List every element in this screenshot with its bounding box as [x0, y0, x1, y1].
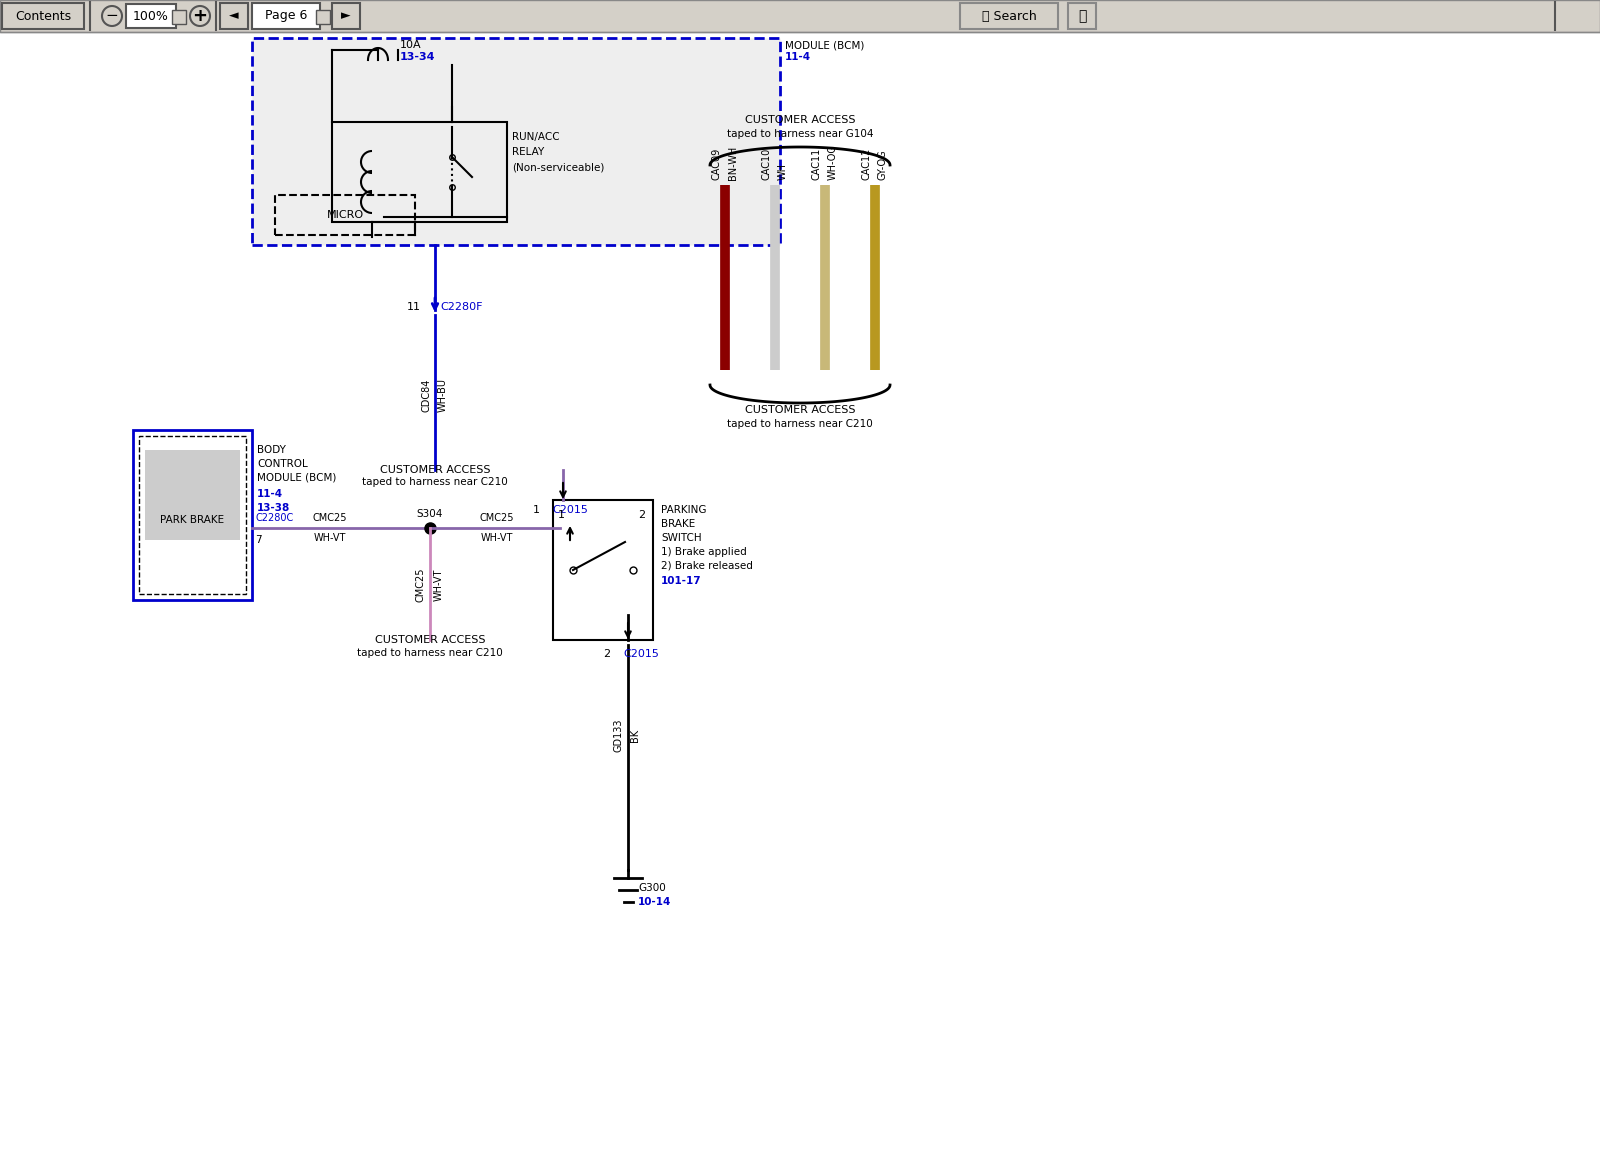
Text: G300: G300	[638, 883, 666, 893]
Text: RELAY: RELAY	[512, 147, 544, 157]
Text: taped to harness near G104: taped to harness near G104	[726, 129, 874, 139]
Text: 13-38: 13-38	[258, 503, 290, 513]
Text: CMC25: CMC25	[312, 513, 347, 524]
Text: CAC09: CAC09	[712, 148, 722, 180]
Text: WH-VT: WH-VT	[434, 569, 445, 602]
Text: RUN/ACC: RUN/ACC	[512, 132, 560, 142]
Text: 10A: 10A	[400, 40, 422, 50]
Text: C2280F: C2280F	[440, 302, 483, 312]
Text: −: −	[106, 8, 118, 23]
Bar	[0, 0, 1600, 31]
Text: MODULE (BCM): MODULE (BCM)	[258, 473, 336, 483]
Bar	[275, 195, 414, 236]
Text: CDC84: CDC84	[422, 378, 432, 412]
FancyBboxPatch shape	[173, 10, 186, 24]
Text: PARKING: PARKING	[661, 505, 707, 515]
Bar	[146, 450, 240, 540]
Text: CUSTOMER ACCESS: CUSTOMER ACCESS	[744, 405, 856, 415]
Text: Page 6: Page 6	[266, 9, 307, 22]
Text: WH-VT: WH-VT	[482, 533, 514, 543]
Circle shape	[102, 6, 122, 26]
FancyBboxPatch shape	[333, 3, 360, 29]
Text: taped to harness near C210: taped to harness near C210	[362, 477, 507, 487]
Text: CUSTOMER ACCESS: CUSTOMER ACCESS	[379, 465, 490, 475]
Text: WH-OG: WH-OG	[829, 145, 838, 180]
Bar	[133, 430, 253, 600]
Text: 11-4: 11-4	[258, 489, 283, 499]
Text: 10-14: 10-14	[638, 897, 672, 907]
FancyBboxPatch shape	[253, 38, 781, 245]
Text: 1: 1	[533, 505, 541, 515]
Text: PARK BRAKE: PARK BRAKE	[160, 515, 224, 525]
Text: S304: S304	[418, 510, 443, 519]
Text: CUSTOMER ACCESS: CUSTOMER ACCESS	[374, 635, 485, 645]
Text: 2) Brake released: 2) Brake released	[661, 561, 754, 571]
Text: GD133: GD133	[614, 718, 624, 752]
Text: WH-BU: WH-BU	[438, 378, 448, 412]
FancyBboxPatch shape	[221, 3, 248, 29]
FancyBboxPatch shape	[1069, 3, 1096, 29]
Text: CAC11: CAC11	[813, 148, 822, 180]
Text: CONTROL: CONTROL	[258, 459, 307, 469]
Text: GY-OG: GY-OG	[878, 149, 888, 180]
FancyBboxPatch shape	[317, 10, 330, 24]
Text: BK: BK	[630, 729, 640, 742]
Bar	[554, 500, 653, 640]
Text: CAC12: CAC12	[862, 148, 872, 180]
Text: SWITCH: SWITCH	[661, 533, 702, 543]
Text: +: +	[192, 7, 208, 24]
Bar	[139, 436, 246, 593]
Text: 2: 2	[603, 649, 610, 659]
Text: C2015: C2015	[552, 505, 587, 515]
Text: MICRO: MICRO	[326, 210, 363, 220]
Text: C2015: C2015	[622, 649, 659, 659]
Text: 🔍 Search: 🔍 Search	[982, 9, 1037, 22]
Text: taped to harness near C210: taped to harness near C210	[357, 648, 502, 658]
Text: 1: 1	[558, 510, 565, 520]
Text: Contents: Contents	[14, 9, 70, 22]
Text: ◄: ◄	[229, 9, 238, 22]
Text: WH-VT: WH-VT	[314, 533, 346, 543]
Text: C2280C: C2280C	[254, 513, 293, 524]
FancyBboxPatch shape	[253, 3, 320, 29]
Text: 11: 11	[406, 302, 421, 312]
Text: 11-4: 11-4	[786, 52, 811, 62]
Text: CUSTOMER ACCESS: CUSTOMER ACCESS	[744, 115, 856, 125]
Text: CMC25: CMC25	[480, 513, 514, 524]
Text: CMC25: CMC25	[416, 568, 426, 603]
Text: BN-WH: BN-WH	[728, 146, 738, 180]
FancyBboxPatch shape	[126, 3, 176, 28]
Circle shape	[190, 6, 210, 26]
Text: 101-17: 101-17	[661, 576, 702, 586]
Bar	[333, 122, 507, 222]
Text: MODULE (BCM): MODULE (BCM)	[786, 40, 864, 50]
Text: (Non-serviceable): (Non-serviceable)	[512, 162, 605, 173]
Text: 13-34: 13-34	[400, 52, 435, 62]
Text: BODY: BODY	[258, 445, 286, 455]
Text: 1) Brake applied: 1) Brake applied	[661, 547, 747, 557]
Text: taped to harness near C210: taped to harness near C210	[726, 419, 874, 429]
FancyBboxPatch shape	[2, 3, 83, 29]
Text: CAC10: CAC10	[762, 148, 771, 180]
Text: 2: 2	[638, 510, 645, 520]
Text: 100%: 100%	[133, 9, 170, 22]
FancyBboxPatch shape	[960, 3, 1058, 29]
Text: WH: WH	[778, 163, 787, 180]
Text: ►: ►	[341, 9, 350, 22]
Text: 7: 7	[254, 535, 262, 545]
Text: BRAKE: BRAKE	[661, 519, 696, 529]
Text: 🖨: 🖨	[1078, 9, 1086, 23]
